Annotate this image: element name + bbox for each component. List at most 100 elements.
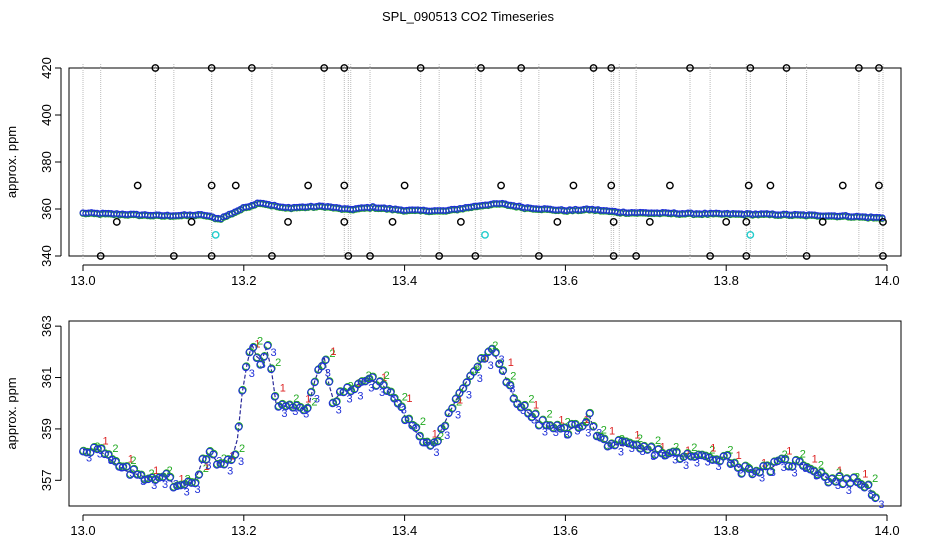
bottom-point-3 xyxy=(310,378,319,387)
bottom-symbol-1: 1 xyxy=(128,453,134,465)
bottom-point-3 xyxy=(647,443,655,452)
bottom-point-3 xyxy=(542,421,551,430)
bottom-point-3 xyxy=(140,476,149,484)
bottom-point-3 xyxy=(458,384,467,393)
bottom-point-3 xyxy=(267,365,276,374)
bottom-symbol-2: 2 xyxy=(709,444,715,456)
bottom-symbol-1: 1 xyxy=(330,346,336,358)
bottom-point-3 xyxy=(404,415,413,424)
bottom-symbol-2: 2 xyxy=(329,348,335,360)
top-outlier-mid xyxy=(607,181,616,190)
bottom-point-3 xyxy=(820,473,829,481)
bottom-point-3 xyxy=(784,462,793,471)
bottom-point-3 xyxy=(317,362,326,371)
bottom-x-tick-label: 14.0 xyxy=(874,523,899,538)
bottom-point-3 xyxy=(480,354,489,363)
bottom-y-axis-label: approx. ppm xyxy=(4,377,19,449)
bottom-symbol-3: 3 xyxy=(716,461,722,473)
bottom-point-3 xyxy=(477,354,485,363)
top-x-tick-label: 13.2 xyxy=(231,273,256,288)
bottom-symbol-1: 1 xyxy=(482,353,488,365)
bottom-symbol-3: 3 xyxy=(238,456,244,468)
top-outlier-low xyxy=(609,252,618,260)
top-outlier-high xyxy=(477,64,485,72)
bottom-x-tick-label: 13.2 xyxy=(231,523,256,538)
top-outlier-mid xyxy=(207,181,216,190)
bottom-point-3 xyxy=(93,445,102,454)
top-x-tick-label: 13.0 xyxy=(70,273,95,288)
bottom-point-3 xyxy=(133,470,142,479)
bottom-point-3 xyxy=(451,395,460,404)
top-outlier-mid xyxy=(304,181,313,190)
bottom-symbol-2: 2 xyxy=(420,416,426,428)
bottom-point-3 xyxy=(350,385,359,394)
bottom-point-3 xyxy=(223,455,232,464)
top-outlier-low xyxy=(268,252,276,260)
bottom-point-3 xyxy=(440,422,449,431)
bottom-point-3 xyxy=(401,416,409,425)
bottom-point-3 xyxy=(694,451,703,460)
bottom-point-3 xyxy=(234,422,243,431)
top-outlier-high xyxy=(517,64,526,72)
bottom-point-3 xyxy=(726,460,735,468)
bottom-point-3 xyxy=(411,424,420,433)
bottom-symbol-2: 2 xyxy=(655,435,661,447)
bottom-symbol-3: 3 xyxy=(195,484,201,496)
top-outlier-low xyxy=(344,252,353,260)
bottom-point-3 xyxy=(600,435,608,444)
bottom-point-3 xyxy=(97,444,106,453)
top-outlier-low xyxy=(706,252,715,260)
bottom-symbol-3: 3 xyxy=(455,410,461,422)
bottom-point-3 xyxy=(712,456,721,464)
bottom-symbol-3: 3 xyxy=(444,430,450,442)
bottom-x-tick-label: 13.0 xyxy=(70,523,95,538)
bottom-point-3 xyxy=(762,462,771,471)
top-x-tick-label: 13.6 xyxy=(553,273,578,288)
top-outlier-mid xyxy=(645,218,654,226)
top-outlier-high xyxy=(247,64,256,72)
top-outlier-high xyxy=(782,64,791,72)
bottom-symbol-3: 3 xyxy=(368,382,374,394)
bottom-point-3 xyxy=(531,410,540,419)
bottom-y-tick-label: 361 xyxy=(39,367,54,389)
bottom-symbol-1: 1 xyxy=(457,395,463,407)
bottom-symbol-2: 2 xyxy=(691,442,697,454)
top-outlier-low xyxy=(742,252,751,260)
bottom-y-tick-label: 357 xyxy=(39,469,54,491)
top-outlier-mid xyxy=(497,181,505,190)
top-outlier-mid xyxy=(609,218,618,226)
bottom-symbol-2: 2 xyxy=(528,394,534,406)
bottom-point-3 xyxy=(332,398,341,406)
bottom-point-3 xyxy=(701,452,710,461)
bottom-point-3 xyxy=(831,477,840,486)
top-outlier-mid xyxy=(388,218,397,226)
bottom-symbol-3: 3 xyxy=(271,347,277,359)
bottom-symbol-3: 3 xyxy=(108,455,114,467)
bottom-point-3 xyxy=(155,473,163,482)
bottom-point-3 xyxy=(755,468,764,477)
bottom-point-3 xyxy=(567,420,576,429)
bottom-point-3 xyxy=(538,416,547,425)
bottom-symbol-2: 2 xyxy=(384,370,390,382)
bottom-symbol-3: 3 xyxy=(97,449,103,461)
bottom-point-3 xyxy=(100,450,109,459)
bottom-point-3 xyxy=(209,450,218,459)
bottom-y-tick-label: 359 xyxy=(39,418,54,440)
bottom-point-3 xyxy=(690,452,699,461)
bottom-x-tick-label: 13.8 xyxy=(714,523,739,538)
bottom-symbol-1: 1 xyxy=(153,465,159,477)
bottom-symbol-2: 2 xyxy=(673,441,679,453)
bottom-point-3 xyxy=(448,404,456,413)
bottom-point-3 xyxy=(520,401,529,410)
top-outlier-high xyxy=(686,64,694,72)
bottom-point-3 xyxy=(198,455,207,464)
bottom-symbol-3: 3 xyxy=(292,406,298,418)
top-outlier-low xyxy=(169,252,178,260)
bottom-symbol-2: 2 xyxy=(583,416,589,428)
bottom-symbol-1: 1 xyxy=(406,393,412,405)
bottom-symbol-2: 2 xyxy=(239,443,245,455)
bottom-point-3 xyxy=(473,363,482,372)
bottom-symbol-3: 3 xyxy=(325,367,331,379)
bottom-symbol-1: 1 xyxy=(432,428,438,440)
top-outlier-mid xyxy=(553,218,562,226)
